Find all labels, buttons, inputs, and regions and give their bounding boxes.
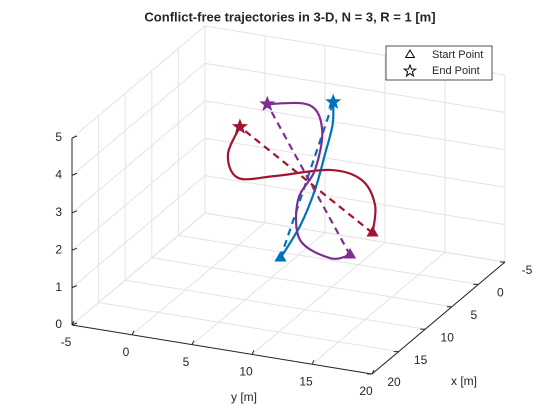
- tick-mark: [371, 369, 375, 375]
- grid-line: [204, 137, 506, 188]
- grid-line: [131, 222, 266, 336]
- trajectory: [267, 101, 351, 260]
- z-tick-label: 2: [55, 242, 62, 256]
- tick-mark: [71, 322, 78, 326]
- start-marker: [343, 247, 357, 259]
- grid-line: [71, 63, 206, 176]
- x-tick-label: 10: [441, 330, 455, 344]
- x-tick-label: -5: [522, 263, 533, 277]
- grid-line: [204, 175, 506, 226]
- grid-line: [251, 242, 386, 355]
- y-tick-label: 5: [183, 355, 190, 369]
- start-marker: [274, 251, 287, 262]
- grid-line: [71, 25, 206, 139]
- tick-mark: [71, 285, 78, 289]
- legend-marker: [402, 63, 418, 78]
- legend-box: [385, 45, 493, 81]
- straight-path: [239, 126, 374, 234]
- tick-mark: [71, 247, 78, 251]
- tick-mark: [311, 359, 315, 365]
- start-marker: [366, 225, 379, 237]
- x-tick-label: 5: [470, 308, 477, 322]
- grid-line: [71, 137, 206, 251]
- tick-mark: [251, 350, 255, 355]
- end-marker: [231, 118, 248, 134]
- axis-line: [371, 261, 506, 375]
- x-axis-label: x [m]: [451, 374, 477, 388]
- trajectory: [279, 101, 335, 259]
- y-tick-label: 10: [239, 365, 253, 379]
- tick-mark: [131, 330, 135, 336]
- end-marker: [325, 93, 342, 109]
- grid-line: [125, 279, 426, 330]
- grid-line: [71, 100, 206, 214]
- grid-line: [191, 232, 326, 345]
- grid-line: [311, 251, 446, 365]
- legend-marker: [404, 49, 416, 58]
- y-axis-label: y [m]: [231, 390, 257, 404]
- z-tick-label: 3: [55, 205, 62, 219]
- y-tick-label: 20: [359, 384, 373, 398]
- z-tick-label: 4: [55, 168, 62, 182]
- tick-mark: [71, 135, 78, 139]
- chart-title: Conflict-free trajectories in 3-D, N = 3…: [144, 9, 435, 24]
- legend-label: Start Point: [432, 49, 483, 61]
- tick-mark: [71, 210, 78, 214]
- x-tick-label: 20: [387, 375, 401, 389]
- y-tick-label: 0: [123, 345, 130, 359]
- grid-line: [151, 257, 452, 308]
- tick-mark: [71, 172, 78, 176]
- end-marker: [259, 95, 276, 111]
- z-tick-label: 0: [55, 317, 62, 331]
- grid-line: [178, 234, 479, 285]
- x-tick-label: 15: [414, 353, 428, 367]
- grid-line: [71, 212, 206, 326]
- legend-label: End Point: [432, 65, 480, 77]
- grid-line: [204, 62, 506, 113]
- grid-line: [204, 212, 506, 263]
- legend: Start Point End Point: [385, 45, 493, 81]
- y-tick-label: -5: [61, 335, 72, 349]
- z-tick-label: 1: [55, 280, 62, 294]
- tick-mark: [191, 340, 195, 345]
- y-tick-label: 15: [299, 374, 313, 388]
- trajectory: [226, 126, 377, 234]
- grid-line: [71, 175, 206, 288]
- grid-line: [204, 100, 506, 151]
- x-tick-label: 0: [497, 286, 504, 300]
- z-tick-label: 5: [55, 130, 62, 144]
- straight-path: [279, 101, 335, 259]
- axis-line: [71, 324, 373, 375]
- grid-line: [98, 302, 399, 353]
